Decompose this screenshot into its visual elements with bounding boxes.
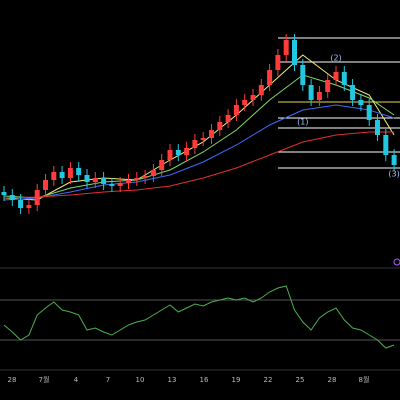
candle-body: [92, 178, 98, 182]
candle-body: [59, 172, 65, 178]
candle-body: [292, 40, 297, 65]
x-tick-label: 10: [136, 376, 145, 384]
candle-body: [209, 130, 214, 138]
candle-body: [325, 80, 331, 92]
candle-body: [51, 172, 57, 180]
wave-label: (1): [297, 118, 308, 127]
x-tick-label: 7월: [39, 375, 50, 384]
candle-body: [267, 70, 273, 85]
candle-body: [200, 138, 206, 140]
candle-body: [366, 105, 372, 120]
x-tick-label: 28: [8, 376, 17, 384]
candle-body: [225, 115, 231, 122]
candle-body: [117, 183, 123, 186]
candle-body: [350, 85, 356, 100]
x-tick-label: 8월: [359, 375, 370, 384]
candle-body: [242, 100, 248, 105]
candle-body: [233, 105, 239, 115]
candle-body: [175, 150, 181, 155]
candle-body: [142, 176, 148, 178]
marker: [393, 258, 400, 266]
candle-body: [391, 155, 397, 165]
candle-body: [192, 140, 198, 148]
candle-body: [9, 195, 15, 200]
moving-average: [3, 104, 395, 201]
x-tick-label: 22: [264, 376, 273, 384]
candle-body: [101, 178, 107, 184]
x-tick-label: 13: [168, 376, 177, 384]
oscillator-line: [3, 285, 395, 349]
candle-body: [217, 122, 223, 130]
wave-label: (2): [330, 54, 341, 63]
candle-body: [26, 205, 32, 208]
candle-body: [84, 175, 90, 182]
x-tick-label: 28: [328, 376, 337, 384]
candle-body: [358, 100, 364, 105]
candle-body: [1, 192, 7, 195]
candle-body: [43, 180, 48, 190]
candle-body: [333, 72, 339, 80]
candle-body: [150, 170, 156, 176]
candle-body: [383, 135, 389, 155]
x-tick-label: 7: [106, 376, 110, 384]
candle-body: [159, 160, 165, 170]
candle-body: [375, 120, 380, 135]
candle-body: [126, 180, 131, 183]
x-tick-label: 4: [74, 376, 79, 384]
candle-body: [76, 168, 82, 175]
candle-body: [283, 40, 289, 55]
wave-label: (3): [388, 170, 399, 179]
moving-average: [3, 131, 395, 199]
candle-body: [341, 72, 347, 85]
candle-body: [34, 190, 40, 205]
candle-body: [184, 148, 190, 155]
x-tick-label: 16: [200, 376, 209, 384]
candle-body: [300, 65, 306, 85]
candle-body: [109, 184, 115, 186]
candle-body: [250, 95, 256, 100]
candle-body: [134, 178, 140, 180]
candle-body: [316, 92, 322, 100]
x-tick-label: 19: [232, 376, 241, 384]
candle-body: [258, 85, 264, 95]
candle-body: [18, 200, 24, 208]
candle-body: [308, 85, 314, 100]
candle-body: [67, 168, 73, 178]
candle-body: [275, 55, 281, 70]
candle-body: [167, 150, 173, 160]
x-tick-label: 25: [296, 376, 305, 384]
